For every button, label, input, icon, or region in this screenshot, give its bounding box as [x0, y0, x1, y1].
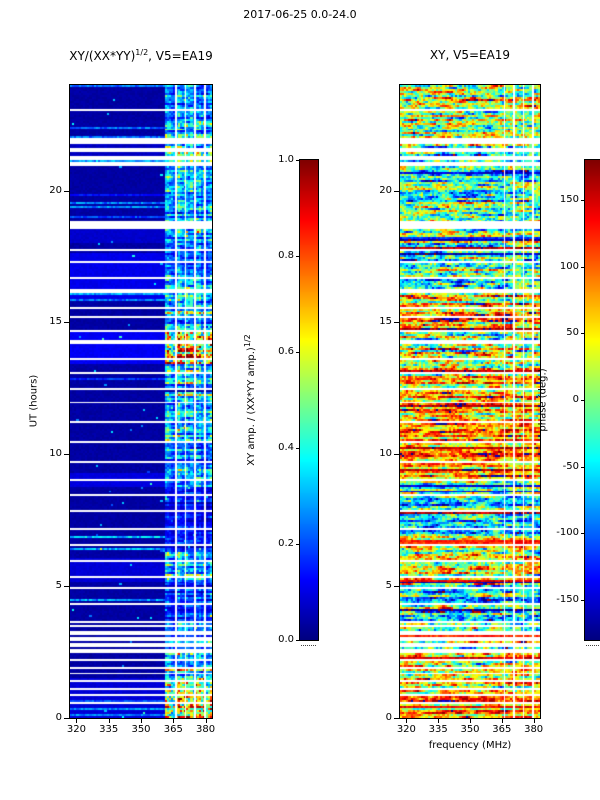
colorbar-tick-mark: [581, 400, 584, 401]
colorbar-tick-label: 100: [559, 260, 579, 272]
x-tick-label: 320: [396, 724, 416, 735]
x-tick-label: 335: [99, 724, 119, 735]
y-tick-mark: [64, 454, 69, 456]
colorbar-tick-label: 1.0: [278, 154, 294, 165]
right-heatmap-canvas: [400, 85, 540, 718]
x-tick-mark: [141, 719, 142, 723]
right-colorbar-edge-marker: [586, 645, 600, 646]
left-heatmap-canvas: [70, 85, 212, 718]
colorbar-tick-label: 0.8: [278, 250, 294, 261]
right-panel-title: XY, V5=EA19: [429, 48, 511, 62]
right-colorbar-canvas: [585, 160, 600, 640]
right-colorbar: [584, 159, 600, 641]
y-tick-label: 5: [385, 580, 392, 592]
colorbar-tick-mark: [296, 640, 299, 641]
x-tick-label: 365: [163, 724, 183, 735]
x-tick-mark: [108, 719, 110, 723]
colorbar-tick-label: 0.6: [278, 346, 294, 357]
x-tick-label: 380: [524, 724, 544, 735]
y-tick-label: 10: [379, 448, 392, 460]
left-panel-title: XY/(XX*YY)1/2, V5=EA19: [69, 48, 213, 63]
x-tick-mark: [205, 719, 207, 723]
x-tick-mark: [470, 719, 471, 723]
colorbar-tick-mark: [296, 448, 299, 449]
colorbar-tick-label: 0: [572, 394, 579, 405]
colorbar-tick-mark: [296, 352, 299, 353]
y-tick-label: 15: [49, 316, 62, 328]
colorbar-tick-mark: [296, 544, 299, 545]
left-colorbar-canvas: [300, 160, 318, 640]
x-tick-mark: [76, 719, 78, 723]
colorbar-tick-label: -150: [556, 594, 579, 605]
colorbar-tick-mark: [581, 200, 584, 201]
left-colorbar: [299, 159, 319, 641]
x-tick-mark: [406, 719, 408, 723]
x-tick-mark: [533, 719, 535, 723]
y-tick-mark: [394, 586, 399, 588]
y-tick-mark: [394, 718, 399, 719]
y-tick-mark: [64, 190, 69, 192]
x-tick-label: 320: [66, 724, 86, 735]
left-colorbar-label: XY amp. / (XX*YY amp.)1/2: [242, 334, 258, 466]
y-tick-label: 10: [49, 448, 62, 460]
colorbar-tick-mark: [296, 160, 299, 161]
colorbar-tick-label: 0.0: [278, 634, 294, 645]
x-tick-label: 350: [460, 724, 480, 735]
colorbar-tick-mark: [296, 256, 299, 257]
x-tick-mark: [438, 719, 440, 723]
x-tick-label: 365: [492, 724, 512, 735]
colorbar-tick-label: 0.2: [278, 538, 294, 549]
colorbar-tick-mark: [581, 333, 584, 335]
x-tick-mark: [173, 719, 175, 723]
y-tick-label: 0: [55, 712, 62, 723]
colorbar-tick-mark: [581, 266, 584, 268]
y-tick-label: 20: [49, 184, 62, 196]
colorbar-tick-label: 0.4: [278, 442, 294, 453]
x-axis-label: frequency (MHz): [428, 740, 512, 751]
x-tick-mark: [501, 719, 503, 723]
y-tick-label: 20: [379, 184, 392, 196]
colorbar-tick-label: 50: [566, 327, 579, 339]
right-heatmap-plot: [399, 84, 541, 719]
figure-title: 2017-06-25 0.0-24.0: [243, 8, 357, 21]
y-tick-mark: [394, 322, 399, 324]
x-tick-label: 350: [131, 724, 151, 735]
x-tick-label: 335: [428, 724, 448, 735]
colorbar-tick-mark: [581, 533, 584, 535]
left-heatmap-plot: [69, 84, 213, 719]
colorbar-tick-label: 150: [559, 194, 579, 205]
colorbar-tick-mark: [581, 466, 584, 468]
y-tick-label: 5: [55, 580, 62, 592]
y-tick-label: 0: [385, 712, 392, 723]
y-tick-mark: [64, 586, 69, 588]
y-tick-mark: [64, 718, 69, 719]
colorbar-tick-label: -50: [562, 460, 579, 472]
left-colorbar-edge-marker: [301, 645, 316, 646]
y-tick-label: 15: [379, 316, 392, 328]
colorbar-tick-label: -100: [556, 527, 579, 539]
x-tick-label: 380: [195, 724, 216, 735]
y-tick-mark: [394, 190, 399, 192]
y-tick-mark: [394, 454, 399, 456]
y-tick-mark: [64, 322, 69, 324]
y-axis-label: UT (hours): [28, 374, 40, 428]
colorbar-tick-mark: [581, 600, 584, 601]
